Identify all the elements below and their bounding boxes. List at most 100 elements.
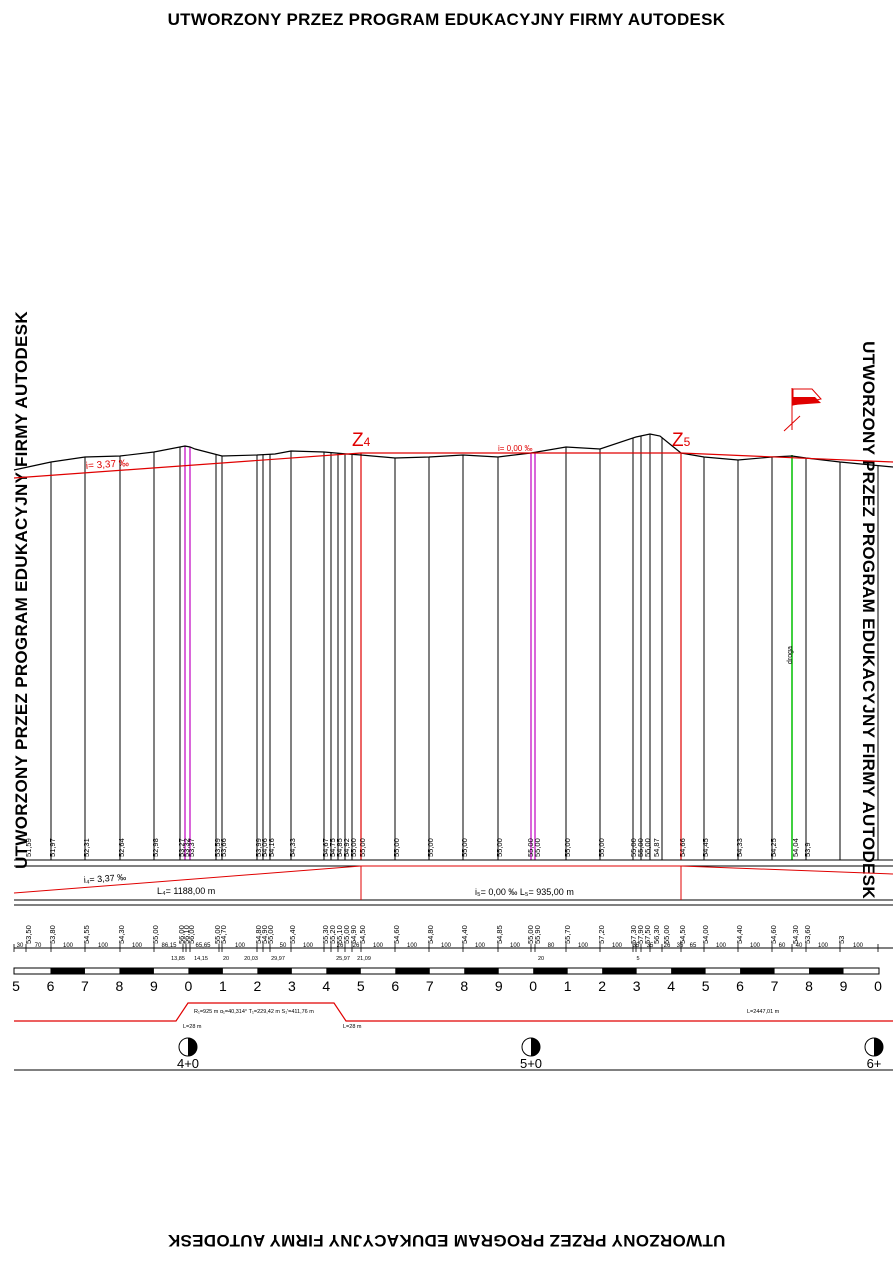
- hectometer-label: 4: [667, 978, 675, 994]
- marker-half: [531, 1038, 540, 1056]
- kilometer-label: 4+0: [177, 1056, 199, 1071]
- design-elevation-label: 55,30: [321, 925, 330, 944]
- design-elevation-row: 53,50 53,80 54,55 54,30 55,00 56,0056,1056,00…: [24, 925, 846, 944]
- design-elevation-label: 55,00: [213, 925, 222, 944]
- hectometer-label: 8: [805, 978, 813, 994]
- ground-elevation-label: 55,00: [636, 838, 645, 857]
- curve-band: R₁=925 m α₁=40,314° T₁=229,42 m S₁'=411,…: [14, 1002, 893, 1030]
- hectometer-label: 7: [426, 978, 434, 994]
- design-elevation-label: 57,30: [629, 925, 638, 944]
- hectometer-label: 5: [702, 978, 710, 994]
- ground-elevation-label: 54,33: [288, 838, 297, 857]
- distance-label: 60: [779, 943, 786, 949]
- design-elevation-label: 54,80: [254, 925, 263, 944]
- distance-label: 35: [633, 943, 640, 949]
- hectometer-label: 6: [736, 978, 744, 994]
- scale-segment: [257, 968, 292, 974]
- design-elevation-label: 57,50: [643, 925, 652, 944]
- ground-elevation-label: 52,98: [151, 838, 160, 857]
- distance-label: 100: [407, 943, 418, 949]
- distance-label: 100: [475, 943, 486, 949]
- distance-sub-label: 13,85: [171, 956, 185, 962]
- hectometer-label: 2: [253, 978, 261, 994]
- ground-elevation-label: 53,59: [213, 838, 222, 857]
- distance-label: 100: [98, 943, 109, 949]
- ground-elevation-label: 55,00: [426, 838, 435, 857]
- hectometer-label: 3: [633, 978, 641, 994]
- distance-label: 65,65: [195, 943, 211, 949]
- ground-elevation-label: 54,25: [769, 838, 778, 857]
- ground-elevation-label: 54,06: [260, 838, 269, 857]
- ground-elevation-label: 55,00: [495, 838, 504, 857]
- distance-label: 50: [280, 943, 287, 949]
- kilometer-label: 5+0: [520, 1056, 542, 1071]
- design-elevation-label: 55,00: [526, 925, 535, 944]
- scale-segment: [188, 968, 223, 974]
- distance-label: 100: [303, 943, 314, 949]
- ground-elevation-label: 55,00: [629, 838, 638, 857]
- hectometer-label: 3: [288, 978, 296, 994]
- design-elevation-label: 54,40: [735, 925, 744, 944]
- ground-elevation-label: 54,45: [701, 838, 710, 857]
- terrain-profile: [13, 433, 893, 471]
- scale-segment: [119, 968, 154, 974]
- ground-elevation-label: 55,00: [349, 838, 358, 857]
- distance-sub-label: 21,09: [357, 956, 371, 962]
- design-elevation-label: 55,20: [328, 925, 337, 944]
- distance-label: 80: [548, 943, 555, 949]
- ground-elevation-label: 54,33: [735, 838, 744, 857]
- design-elevation-label: 54,00: [701, 925, 710, 944]
- distance-label: 100: [818, 943, 829, 949]
- z4-label: Z4: [352, 430, 371, 451]
- distance-sub-label: 5: [636, 956, 639, 962]
- design-elevation-label: 56,00: [177, 925, 186, 944]
- hectometer-label: 9: [150, 978, 158, 994]
- hectometer-label: 0: [529, 978, 537, 994]
- scale-segment: [533, 968, 568, 974]
- ground-elevation-label: 52,31: [82, 838, 91, 857]
- watermark-top: UTWORZONY PRZEZ PROGRAM EDUKACYJNY FIRMY…: [167, 10, 726, 29]
- flag-icon: [783, 388, 822, 432]
- ground-elevation-label: 54,75: [328, 838, 337, 857]
- scale-segment: [50, 968, 85, 974]
- ground-elevation-label: 53,27: [177, 838, 186, 857]
- ground-elevation-label: 55,00: [533, 838, 542, 857]
- hectometer-label: 0: [874, 978, 882, 994]
- design-elevation-label: 57,90: [636, 925, 645, 944]
- hectometer-label: 0: [185, 978, 193, 994]
- ground-elevation-label: 55,00: [460, 838, 469, 857]
- hectometer-label: 4: [322, 978, 330, 994]
- design-elevation-label: 53,60: [803, 925, 812, 944]
- ground-elevation-label: 55,00: [526, 838, 535, 857]
- distance-label: 100: [510, 943, 521, 949]
- kilometer-markers: 4+0 5+0 6+: [177, 1037, 884, 1071]
- curve-l-left: L=28 m: [183, 1024, 202, 1030]
- ground-elevation-row: 51,59 51,97 52,31 52,64 52,98 53,2753,3253,37…: [24, 838, 812, 857]
- distance-label: 35: [677, 943, 684, 949]
- ground-elevation-label: 53,9: [803, 842, 812, 857]
- design-elevation-label: 55,00: [662, 925, 671, 944]
- design-elevation-label: 56,30: [652, 925, 661, 944]
- scale-segment: [395, 968, 430, 974]
- design-elevation-label: 53,80: [48, 925, 57, 944]
- ground-elevation-label: 53,66: [219, 838, 228, 857]
- distance-band: 30 70 100 100 100 86,15 65,65 100 50 100 26 26 100 10…: [13, 943, 893, 962]
- hectometer-scale: 5 6 7 8 9 0 1 2 3 4 5 6 7 8 9 0 1 2 3 4 5 6 7 8 9 0: [12, 967, 882, 994]
- design-elevation-label: 54,50: [678, 925, 687, 944]
- ground-elevation-label: 54,16: [267, 838, 276, 857]
- hectometer-label: 9: [495, 978, 503, 994]
- distance-sub-label: 14,15: [194, 956, 208, 962]
- design-elevation-label: 55,00: [151, 925, 160, 944]
- scale-segment: [602, 968, 637, 974]
- design-elevation-label: 56,10: [182, 925, 191, 944]
- grade-band-left-text: i₄= 3,37 ‰: [83, 872, 126, 885]
- distance-label: 26: [353, 943, 360, 949]
- distance-sub-label: 29,97: [271, 956, 285, 962]
- ground-elevation-label: 54,92: [342, 838, 351, 857]
- grade-left-label: i= 3,37 ‰: [85, 458, 129, 472]
- grade-band-mid-text: i₅= 0,00 ‰ L₅= 935,00 m: [475, 887, 574, 897]
- ground-elevation-label: 55,00: [643, 838, 652, 857]
- ground-elevation-label: 55,00: [358, 838, 367, 857]
- design-elevation-label: 57,20: [597, 925, 606, 944]
- z5-label: Z5: [672, 430, 691, 451]
